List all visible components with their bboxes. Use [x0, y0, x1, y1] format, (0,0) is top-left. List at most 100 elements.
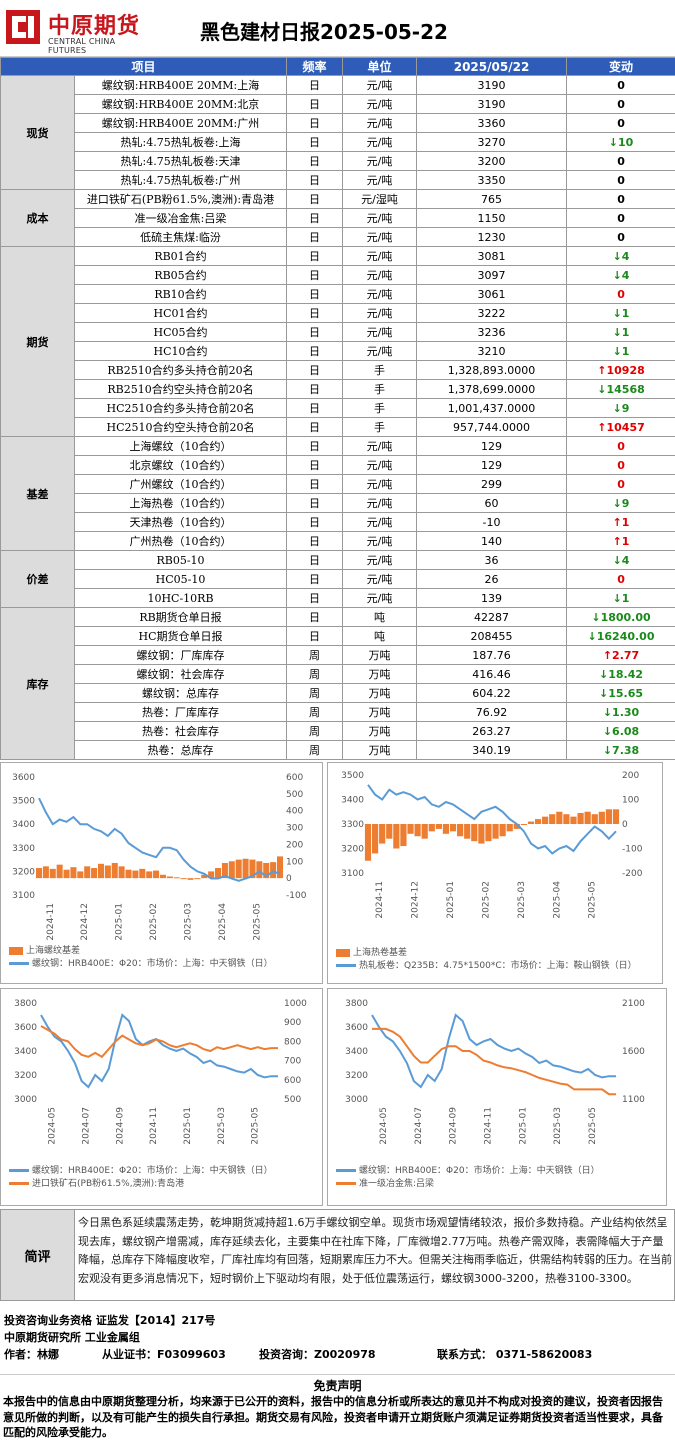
item-name-cell: 螺纹钢：厂库库存 [73, 645, 288, 665]
table-row: HC2510合约多头持仓前20名日手 1,001,437.0000 ↓9 [1, 398, 675, 418]
change-value: 4 [621, 249, 630, 263]
bar-mark [146, 871, 153, 879]
series-line [371, 1013, 616, 1089]
category-cell: 现货 [0, 75, 75, 190]
bar-mark [542, 816, 549, 824]
change-value: 10 [617, 135, 634, 149]
freq-cell: 周 [286, 740, 344, 760]
freq-cell: 日 [286, 113, 344, 133]
arrow-down-icon: ↓ [612, 401, 622, 415]
arrow-down-icon: ↓ [612, 553, 622, 567]
bar-mark [70, 867, 77, 879]
freq-cell: 日 [286, 493, 344, 513]
value-cell: 416.46 [416, 664, 568, 684]
change-cell: 0 [566, 151, 675, 171]
legend-swatch [9, 946, 23, 955]
change-value: 18.42 [608, 667, 644, 681]
table-row: 热轧:4.75热轧板卷:上海日元/吨 3270 ↓10 [1, 132, 675, 152]
header-unit: 单位 [342, 57, 418, 76]
change-cell: ↓9 [566, 493, 675, 513]
value-cell: 3097 [416, 265, 568, 285]
legend-item: 螺纹钢：HRB400E：Φ20：市场价：上海：中天钢铁（日） [9, 958, 316, 971]
change-cell: ↓1 [566, 303, 675, 323]
x-tick-label: 2025-04 [552, 881, 562, 919]
license-info: 投资咨询业务资格 证监发【2014】217号 [4, 1314, 216, 1327]
table-header-row: 项目 频率 单位 2025/05/22 变动 [0, 57, 675, 76]
institute-info: 中原期货研究所 工业金属组 [4, 1331, 140, 1344]
change-value: 0 [617, 211, 625, 225]
item-name-cell: HC05合约 [73, 322, 288, 342]
chart-sh-hrc-basis: 3100 3200 3300 3400 3500 -200 -100 0 100 200 2024-… [327, 762, 663, 984]
unit-cell: 元/吨 [342, 227, 418, 247]
table-row: HC05合约日元/吨 3236 ↓1 [1, 322, 675, 342]
bar-mark [180, 878, 187, 880]
chart-sh-rebar-basis: 3100 3200 3300 3400 3500 3600 -100 0 100 200 300 40… [0, 762, 323, 984]
y-left-tick-label: 3100 [12, 891, 35, 901]
legend-swatch [336, 1182, 356, 1185]
value-cell: 604.22 [416, 683, 568, 703]
change-value: 4 [621, 268, 630, 282]
value-cell: 129 [416, 455, 568, 475]
arrow-down-icon: ↓ [612, 249, 622, 263]
bar-mark [605, 809, 613, 824]
change-cell: ↓9 [566, 398, 675, 418]
series-line [40, 1025, 278, 1059]
change-cell: 0 [566, 94, 675, 114]
item-name-cell: 进口铁矿石(PB粉61.5%,澳洲):青岛港 [73, 189, 288, 209]
y-left-tick-label: 3500 [341, 771, 364, 781]
header-item: 项目 [0, 57, 288, 76]
chart-legend: 螺纹钢：HRB400E：Φ20：市场价：上海：中天钢铁（日） 准一级冶金焦:吕梁 [336, 1165, 660, 1191]
legend-swatch [336, 948, 350, 957]
bar-mark [153, 870, 160, 879]
bar-mark [485, 824, 492, 842]
table-row: HC2510合约空头持仓前20名日手 957,744.0000 ↑10457 [1, 417, 675, 437]
item-name-cell: HC期货仓单日报 [73, 626, 288, 646]
disclaimer-title: 免责声明 [313, 1379, 362, 1393]
table-row: 螺纹钢：总库存周万吨 604.22 ↓15.65 [1, 683, 675, 703]
bar-mark [520, 824, 527, 825]
value-cell: 1230 [416, 227, 568, 247]
value-cell: 1,001,437.0000 [416, 398, 568, 418]
bar-mark [125, 869, 132, 879]
change-value: 6.08 [612, 724, 640, 738]
consult-info: 投资咨询：Z0020978 [259, 1348, 376, 1361]
bar-mark [201, 874, 208, 879]
unit-cell: 元/吨 [342, 265, 418, 285]
x-tick-label: 2025-05 [252, 903, 262, 941]
bar-mark [173, 877, 180, 879]
chart-svg: 3000 3200 3400 3600 3800 500 600 700 800 900 1000 2… [14, 999, 307, 1145]
change-value: 1800.00 [600, 610, 651, 624]
x-tick-label: 2024-09 [115, 1107, 125, 1145]
item-name-cell: HC05-10 [73, 569, 288, 589]
item-name-cell: 螺纹钢：总库存 [73, 683, 288, 703]
table-row: RB05合约日元/吨 3097 ↓4 [1, 265, 675, 285]
bar-mark [270, 862, 277, 879]
item-name-cell: 准一级冶金焦:吕梁 [73, 208, 288, 228]
freq-cell: 日 [286, 284, 344, 304]
change-cell: 0 [566, 170, 675, 190]
disclaimer-text: 本报告中的信息由中原期货整理分析，均来源于已公开的资料，报告中的信息分析或所表达… [3, 1395, 663, 1439]
table-row: 热轧:4.75热轧板卷:广州日元/吨 3350 0 [1, 170, 675, 190]
change-cell: ↓4 [566, 265, 675, 285]
change-cell: ↑10928 [566, 360, 675, 380]
header-change: 变动 [566, 57, 675, 76]
freq-cell: 日 [286, 246, 344, 266]
bar-mark [194, 878, 201, 880]
y-right-tick-label: 300 [286, 824, 303, 834]
arrow-up-icon: ↑ [602, 648, 613, 662]
freq-cell: 日 [286, 170, 344, 190]
unit-cell: 手 [342, 398, 418, 418]
bar-mark [386, 824, 393, 839]
freq-cell: 日 [286, 512, 344, 532]
cert-info: 从业证书：F03099603 [102, 1348, 226, 1361]
freq-cell: 日 [286, 132, 344, 152]
y-left-tick-label: 3500 [12, 797, 35, 807]
arrow-down-icon: ↓ [612, 325, 622, 339]
change-cell: ↓15.65 [566, 683, 675, 703]
value-cell: 263.27 [416, 721, 568, 741]
y-right-tick-label: -200 [622, 869, 643, 879]
table-row: 基差 上海螺纹（10合约）日元/吨 129 0 [0, 436, 675, 551]
change-cell: 0 [566, 227, 675, 247]
unit-cell: 元/吨 [342, 151, 418, 171]
y-right-tick-label: 200 [622, 771, 639, 781]
